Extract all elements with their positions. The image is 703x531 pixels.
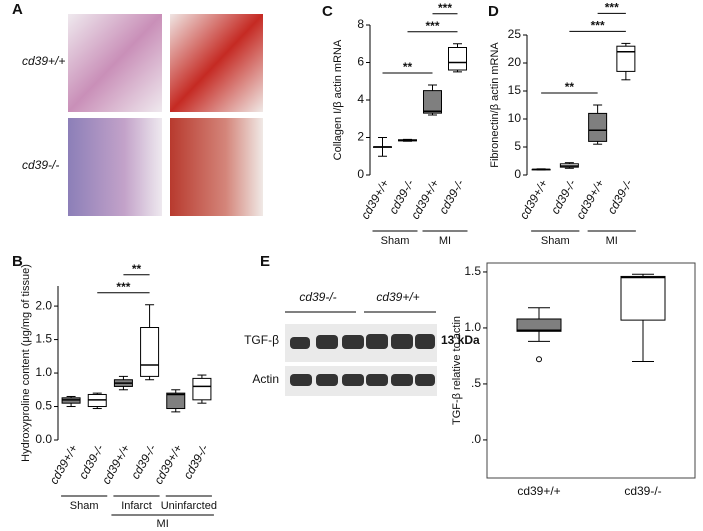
band-size: 13 kDa	[441, 333, 480, 347]
significance-label: ***	[438, 1, 452, 15]
significance-label: **	[565, 80, 575, 94]
histology-image	[68, 14, 162, 112]
box	[140, 327, 160, 377]
plot-frame	[486, 262, 696, 479]
histology-image	[170, 14, 263, 112]
blot-group: cd39-/-	[299, 290, 336, 304]
y-tick-label: 4	[357, 92, 364, 106]
panel-label: A	[12, 1, 23, 18]
y-axis-label: TGF-β relative to actin	[451, 316, 463, 425]
row-label: cd39-/-	[22, 158, 59, 172]
x-tick-label: cd39+/+	[47, 442, 81, 487]
significance-label: ***	[116, 280, 130, 294]
x-tick-label: cd39-/-	[604, 177, 635, 216]
x-tick-label: cd39-/-	[624, 484, 661, 498]
box	[516, 318, 562, 332]
outlier	[536, 356, 542, 363]
y-tick-label: 1.0	[464, 320, 481, 334]
y-tick-label: 0.0	[35, 432, 52, 446]
x-tick-label: cd39-/-	[548, 177, 579, 216]
y-axis-label: Hydroxyproline content (μg/mg of tissue)	[20, 264, 32, 462]
y-axis-label: Collagen I/β actin mRNA	[332, 39, 344, 160]
significance-label: ***	[605, 1, 619, 15]
x-tick-label: cd39-/-	[180, 442, 211, 481]
box	[620, 275, 666, 321]
x-tick-label: cd39+/+	[358, 177, 392, 222]
y-tick-label: .5	[471, 376, 481, 390]
box	[616, 45, 636, 72]
bands	[290, 334, 435, 386]
box	[423, 90, 442, 114]
x-tick-label: cd39+/+	[517, 484, 560, 498]
y-tick-label: 0.5	[35, 399, 52, 413]
group-label: MI	[157, 518, 169, 530]
y-tick-label: 1.5	[464, 264, 481, 278]
group-label: MI	[606, 235, 618, 247]
box	[192, 377, 212, 401]
panel-label: E	[260, 253, 270, 270]
y-tick-label: 5	[514, 139, 521, 153]
box	[448, 47, 467, 71]
y-tick-label: .0	[471, 432, 481, 446]
significance-label: ***	[591, 19, 605, 33]
y-tick-label: 1.0	[35, 365, 52, 379]
y-tick-label: 0	[514, 167, 521, 181]
x-tick-label: cd39+/+	[517, 177, 551, 222]
group-label: MI	[439, 235, 451, 247]
y-tick-label: 6	[357, 55, 364, 69]
y-tick-label: 8	[357, 17, 364, 31]
box	[588, 112, 608, 142]
blot-group: cd39+/+	[376, 290, 419, 304]
x-tick-label: cd39+/+	[573, 177, 607, 222]
group-label: Infarct	[121, 500, 152, 512]
y-tick-label: 2.0	[35, 298, 52, 312]
band-label: TGF-β	[244, 333, 279, 347]
band-label: Actin	[252, 372, 279, 386]
group-label: Sham	[541, 235, 570, 247]
x-tick-label: cd39-/-	[436, 177, 467, 216]
panel-label: D	[488, 3, 499, 20]
box	[166, 392, 186, 410]
significance-label: ***	[425, 19, 439, 33]
y-tick-label: 0	[357, 167, 364, 181]
group-label: Sham	[381, 235, 410, 247]
group-label: Sham	[70, 500, 99, 512]
y-tick-label: 1.5	[35, 332, 52, 346]
significance-label: **	[403, 60, 413, 74]
y-tick-label: 2	[357, 130, 364, 144]
group-label: Uninfarcted	[161, 500, 217, 512]
y-tick-label: 25	[508, 27, 522, 41]
y-axis-label: Fibronectin/β actin mRNA	[489, 42, 501, 168]
significance-label: **	[132, 262, 142, 276]
row-label: cd39+/+	[22, 54, 65, 68]
panel-label: C	[322, 3, 333, 20]
y-tick-label: 15	[508, 83, 522, 97]
histology-image	[68, 118, 162, 216]
y-tick-label: 20	[508, 55, 522, 69]
y-tick-label: 10	[508, 111, 522, 125]
histology-image	[170, 118, 263, 216]
panel-label: B	[12, 253, 23, 270]
